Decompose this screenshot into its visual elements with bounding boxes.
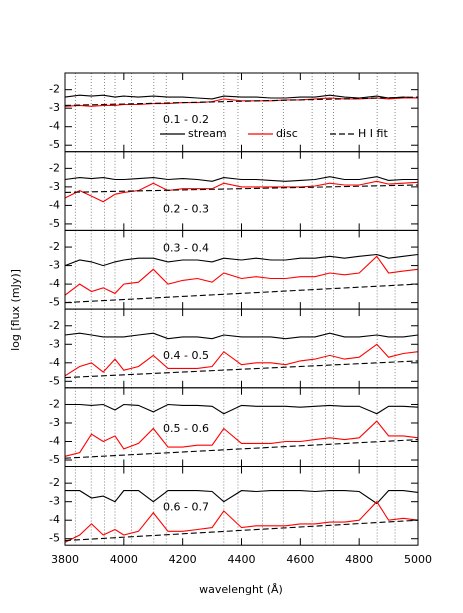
x-tick-label: 4600 [286, 553, 314, 566]
y-tick-label: -5 [49, 374, 60, 387]
series-line [64, 500, 419, 543]
y-tick-label: -2 [49, 476, 60, 489]
series-line [64, 343, 419, 377]
panel-label: 0.6 - 0.7 [163, 501, 209, 514]
series-line [65, 403, 419, 415]
y-tick-label: -5 [49, 138, 60, 151]
series-line [64, 176, 418, 182]
series-line [64, 97, 418, 107]
panel-frame [64, 229, 419, 310]
panel-frame [64, 387, 419, 467]
y-axis-label: log [flux (mJy)] [9, 269, 22, 351]
legend-label: H I fit [358, 127, 388, 140]
y-tick-label: -4 [49, 356, 60, 369]
panel-frame [64, 308, 419, 389]
y-tick-label: -3 [49, 259, 60, 272]
series-line [64, 180, 419, 203]
x-tick-label: 3800 [51, 553, 79, 566]
y-tick-label: -2 [49, 240, 60, 253]
series-line [64, 519, 419, 542]
series-line [64, 332, 419, 340]
x-tick-label: 5000 [404, 553, 432, 566]
x-axis-label: wavelenght (Å) [199, 583, 283, 596]
y-tick-label: -5 [49, 453, 60, 466]
y-tick-label: -3 [49, 180, 60, 193]
series-line [64, 253, 419, 267]
series-line [64, 360, 419, 379]
x-tick-label: 4000 [110, 553, 138, 566]
series-line [64, 283, 419, 304]
y-tick-label: -3 [49, 416, 60, 429]
panel-label: 0.2 - 0.3 [163, 203, 209, 216]
y-tick-label: -5 [49, 296, 60, 309]
x-tick-label: 4800 [345, 553, 373, 566]
y-tick-label: -2 [49, 319, 60, 332]
y-tick-label: -5 [49, 217, 60, 230]
panel-frame [64, 466, 419, 546]
y-tick-label: -3 [49, 101, 60, 114]
series-line [64, 96, 419, 106]
legend-label: disc [276, 127, 298, 140]
panel-label: 0.3 - 0.4 [163, 241, 209, 254]
series-line [64, 94, 419, 100]
panel-label: 0.4 - 0.5 [163, 349, 209, 362]
x-tick-label: 4400 [228, 553, 256, 566]
series-line [64, 255, 419, 296]
series-line [64, 439, 419, 459]
y-tick-label: -2 [49, 161, 60, 174]
x-tick-label: 4200 [169, 553, 197, 566]
y-tick-label: -4 [49, 513, 60, 526]
y-tick-label: -5 [49, 532, 60, 545]
legend-label: stream [188, 127, 227, 140]
series-line [64, 184, 419, 193]
y-tick-label: -2 [49, 83, 60, 96]
panel-label: 0.1 - 0.2 [163, 113, 209, 126]
y-tick-label: -4 [49, 277, 60, 290]
panel-frame [64, 151, 419, 231]
y-tick-label: -4 [49, 435, 60, 448]
y-tick-label: -3 [49, 495, 60, 508]
y-tick-label: -3 [49, 337, 60, 350]
y-tick-label: -4 [49, 198, 60, 211]
series-line [65, 490, 419, 505]
y-tick-label: -2 [49, 397, 60, 410]
series-line [64, 420, 419, 457]
y-tick-label: -4 [49, 120, 60, 133]
panel-label: 0.5 - 0.6 [163, 422, 209, 435]
